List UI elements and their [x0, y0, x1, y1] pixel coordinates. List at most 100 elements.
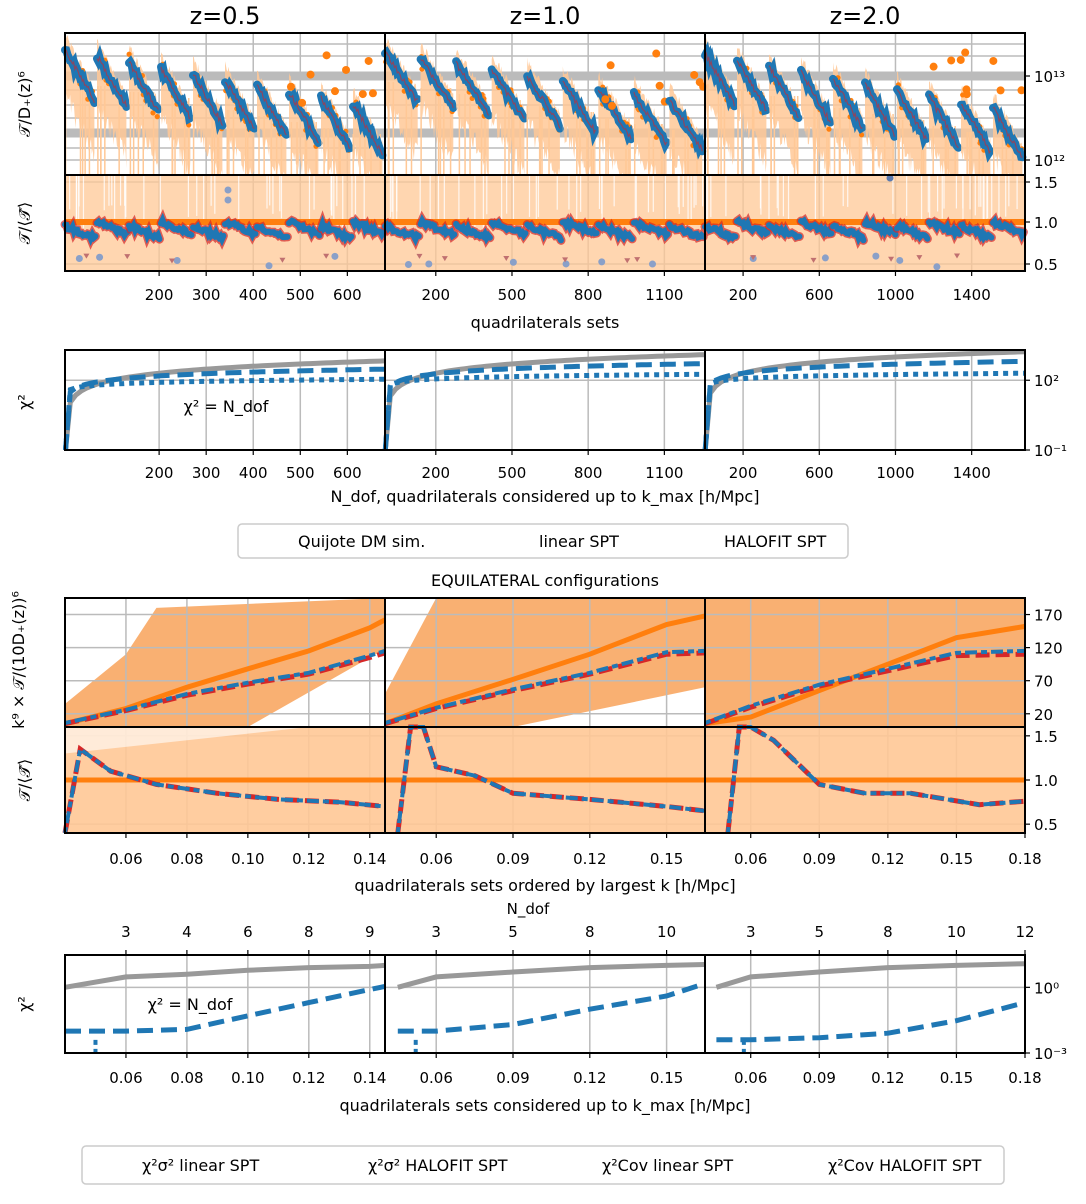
- ratio-outlier-linear: [279, 257, 286, 263]
- ratio-outlier: [173, 257, 181, 265]
- quijote-point: [826, 126, 832, 132]
- y-tick-label: 10¹²: [1034, 152, 1065, 170]
- ratio-outlier: [331, 252, 339, 260]
- linear-model-curve: [491, 69, 525, 119]
- quijote-outlier: [929, 62, 938, 71]
- ratio-outlier-linear: [888, 256, 895, 262]
- x-axis-label: quadrilaterals sets ordered by largest k…: [354, 876, 735, 895]
- quijote-point: [126, 51, 132, 57]
- quijote-outlier: [286, 82, 295, 91]
- legend-entry: HALOFIT SPT: [724, 532, 827, 551]
- halofit-ratio-curve: [595, 219, 636, 244]
- ratio-outlier-linear: [810, 257, 817, 263]
- chi2-annotation: χ² = N_dof: [148, 995, 233, 1015]
- x-tick-label: 600: [333, 286, 362, 304]
- halofit-equilateral-curve: [704, 648, 1026, 725]
- linear-model-curve: [832, 78, 863, 130]
- halofit-ratio-curve: [126, 218, 163, 245]
- linear-model-curve: [992, 106, 1023, 158]
- halofit-ratio-curve: [94, 217, 131, 242]
- halofit-ratio-curve: [958, 221, 995, 244]
- x-tick-label: 200: [421, 286, 450, 304]
- ratio-outlier-linear: [168, 258, 175, 264]
- column-title: z=0.5: [190, 2, 261, 30]
- quijote-outlier: [947, 56, 956, 65]
- expected-chi2-curve: [382, 352, 706, 451]
- quijote-outlier: [989, 56, 998, 65]
- y-axis-label: 𝒯/⟨𝒯̂⟩: [15, 759, 34, 801]
- top-tick-label: 10: [947, 923, 966, 941]
- halofit-ratio-curve: [453, 220, 493, 245]
- ratio-outlier: [886, 174, 894, 182]
- quijote-outlier: [956, 55, 965, 64]
- quijote-outlier: [608, 101, 617, 110]
- quijote-outlier: [962, 90, 971, 99]
- ratio-outlier: [265, 262, 273, 270]
- y-tick-label: 70: [1034, 673, 1053, 691]
- halofit-cov-chi2-curve: [382, 371, 706, 451]
- y-tick-label: 10⁰: [1034, 979, 1059, 997]
- quijote-outlier: [358, 90, 367, 99]
- halofit-ratio-curve: [990, 215, 1027, 243]
- ratio-outlier: [562, 260, 570, 268]
- x-tick-label: 0.14: [353, 1069, 386, 1087]
- linear-model-curve: [160, 66, 191, 120]
- linear-model-curve: [896, 88, 927, 141]
- x-tick-label: 0.09: [496, 1069, 529, 1087]
- ratio-outlier: [509, 258, 517, 266]
- x-tick-label: 500: [286, 286, 315, 304]
- x-tick-label: 0.09: [496, 850, 529, 868]
- x-tick-label: 1000: [876, 464, 914, 482]
- x-tick-label: 0.08: [170, 1069, 203, 1087]
- halofit-equilateral-curve: [384, 648, 706, 725]
- linear-model-curve: [64, 49, 95, 104]
- expected-chi2-curve: [715, 961, 1026, 990]
- linear-model-curve: [192, 74, 223, 126]
- x-tick-label: 1000: [876, 286, 914, 304]
- linear-model-curve: [420, 58, 454, 109]
- x-tick-label: 200: [421, 464, 450, 482]
- quijote-outlier: [652, 49, 661, 58]
- halofit-sigma-chi2-curve: [702, 358, 1026, 451]
- x-axis-label: quadrilaterals sets: [471, 313, 620, 332]
- x-tick-label: 0.06: [734, 850, 767, 868]
- halofit-ratio-curve: [190, 221, 227, 247]
- x-tick-label: 600: [805, 464, 834, 482]
- x-tick-label: 0.06: [734, 1069, 767, 1087]
- x-tick-label: 0.12: [292, 1069, 325, 1087]
- y-tick-label: 0.5: [1034, 256, 1058, 274]
- equilateral-title: EQUILATERAL configurations: [431, 571, 659, 590]
- x-tick-label: 0.12: [573, 850, 606, 868]
- ratio-outlier-linear: [83, 253, 90, 259]
- ratio-outlier-linear: [750, 255, 757, 261]
- y-tick-label: 10⁻¹: [1034, 442, 1067, 460]
- halofit-ratio-curve: [286, 217, 323, 240]
- x-axis-label: quadrilaterals sets considered up to k_m…: [339, 1096, 750, 1116]
- linear-model-curve: [768, 65, 799, 119]
- halofit-sigma-chi2-curve: [65, 983, 386, 1034]
- legend-entry: χ²σ² HALOFIT SPT: [368, 1156, 508, 1175]
- quijote-outlier: [368, 89, 377, 98]
- ratio-panel-frame: [704, 174, 1026, 272]
- x-tick-label: 1400: [953, 286, 991, 304]
- x-tick-label: 0.12: [871, 1069, 904, 1087]
- quijote-outlier: [322, 51, 331, 60]
- x-tick-label: 200: [145, 464, 174, 482]
- x-tick-label: 300: [192, 464, 221, 482]
- linear-model-curve: [384, 51, 418, 102]
- x-tick-label: 0.09: [803, 1069, 836, 1087]
- linear-model-curve: [224, 81, 255, 130]
- ratio-outlier-linear: [634, 257, 641, 263]
- top-tick-label: 8: [304, 923, 314, 941]
- top-tick-label: 6: [243, 923, 253, 941]
- halofit-ratio-curve: [63, 745, 386, 834]
- ratio-outlier-linear: [624, 258, 631, 264]
- y-tick-label: 170: [1034, 607, 1063, 625]
- quijote-outlier: [655, 81, 664, 90]
- ratio-outlier: [933, 263, 941, 271]
- equilateral-chi2-frame: [704, 954, 1026, 1054]
- top-tick-label: 4: [182, 923, 192, 941]
- linear-model-curve: [128, 60, 159, 110]
- ratio-outlier-linear: [954, 253, 961, 259]
- halofit-ratio-curve: [417, 213, 458, 241]
